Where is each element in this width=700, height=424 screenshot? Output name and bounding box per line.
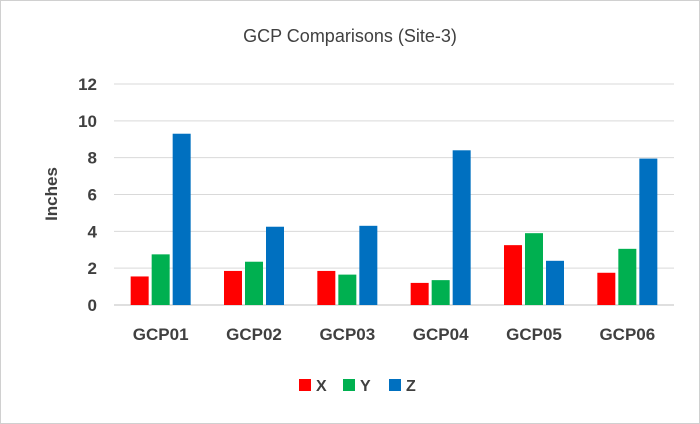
bar-z-gcp04 <box>452 150 471 305</box>
x-tick-label: GCP01 <box>133 325 189 344</box>
bar-y-gcp03 <box>338 274 357 305</box>
bar-y-gcp02 <box>245 261 263 305</box>
bars <box>130 133 658 305</box>
x-tick-label: GCP06 <box>599 325 655 344</box>
y-tick-label: 10 <box>78 112 97 131</box>
bar-z-gcp05 <box>546 260 564 305</box>
y-axis-ticks: 0 2 4 6 8 10 12 <box>78 75 97 315</box>
bar-z-gcp02 <box>266 226 284 305</box>
bar-x-gcp01 <box>130 276 149 305</box>
bar-y-gcp04 <box>431 280 450 305</box>
legend: X Y Z <box>299 378 416 395</box>
x-tick-label: GCP05 <box>506 325 562 344</box>
bar-x-gcp05 <box>504 245 522 305</box>
gridlines <box>114 83 674 306</box>
x-axis-ticks: GCP01 GCP02 GCP03 GCP04 GCP05 GCP06 <box>133 325 655 344</box>
bar-x-gcp02 <box>224 270 242 305</box>
bar-x-gcp06 <box>597 272 616 305</box>
legend-label-z: Z <box>406 378 416 395</box>
y-tick-label: 0 <box>88 296 97 315</box>
y-tick-label: 2 <box>88 259 97 278</box>
x-tick-label: GCP02 <box>226 325 282 344</box>
bar-z-gcp03 <box>359 225 378 305</box>
y-axis-title: Inches <box>42 167 61 221</box>
legend-label-x: X <box>316 378 327 395</box>
bar-z-gcp06 <box>639 158 658 305</box>
legend-swatch-x <box>299 379 311 391</box>
x-tick-label: GCP04 <box>413 325 469 344</box>
legend-swatch-y <box>343 379 355 391</box>
bar-y-gcp05 <box>525 233 543 305</box>
x-tick-label: GCP03 <box>319 325 375 344</box>
bar-z-gcp01 <box>172 133 191 305</box>
bar-y-gcp01 <box>151 254 170 305</box>
y-tick-label: 8 <box>88 149 97 168</box>
y-tick-label: 4 <box>88 222 98 241</box>
y-tick-label: 6 <box>88 186 97 205</box>
legend-swatch-z <box>389 379 401 391</box>
bar-x-gcp03 <box>317 270 336 305</box>
bar-y-gcp06 <box>618 248 637 305</box>
chart-title: GCP Comparisons (Site-3) <box>243 26 457 46</box>
bar-x-gcp04 <box>410 282 429 305</box>
legend-label-y: Y <box>360 378 371 395</box>
y-tick-label: 12 <box>78 75 97 94</box>
